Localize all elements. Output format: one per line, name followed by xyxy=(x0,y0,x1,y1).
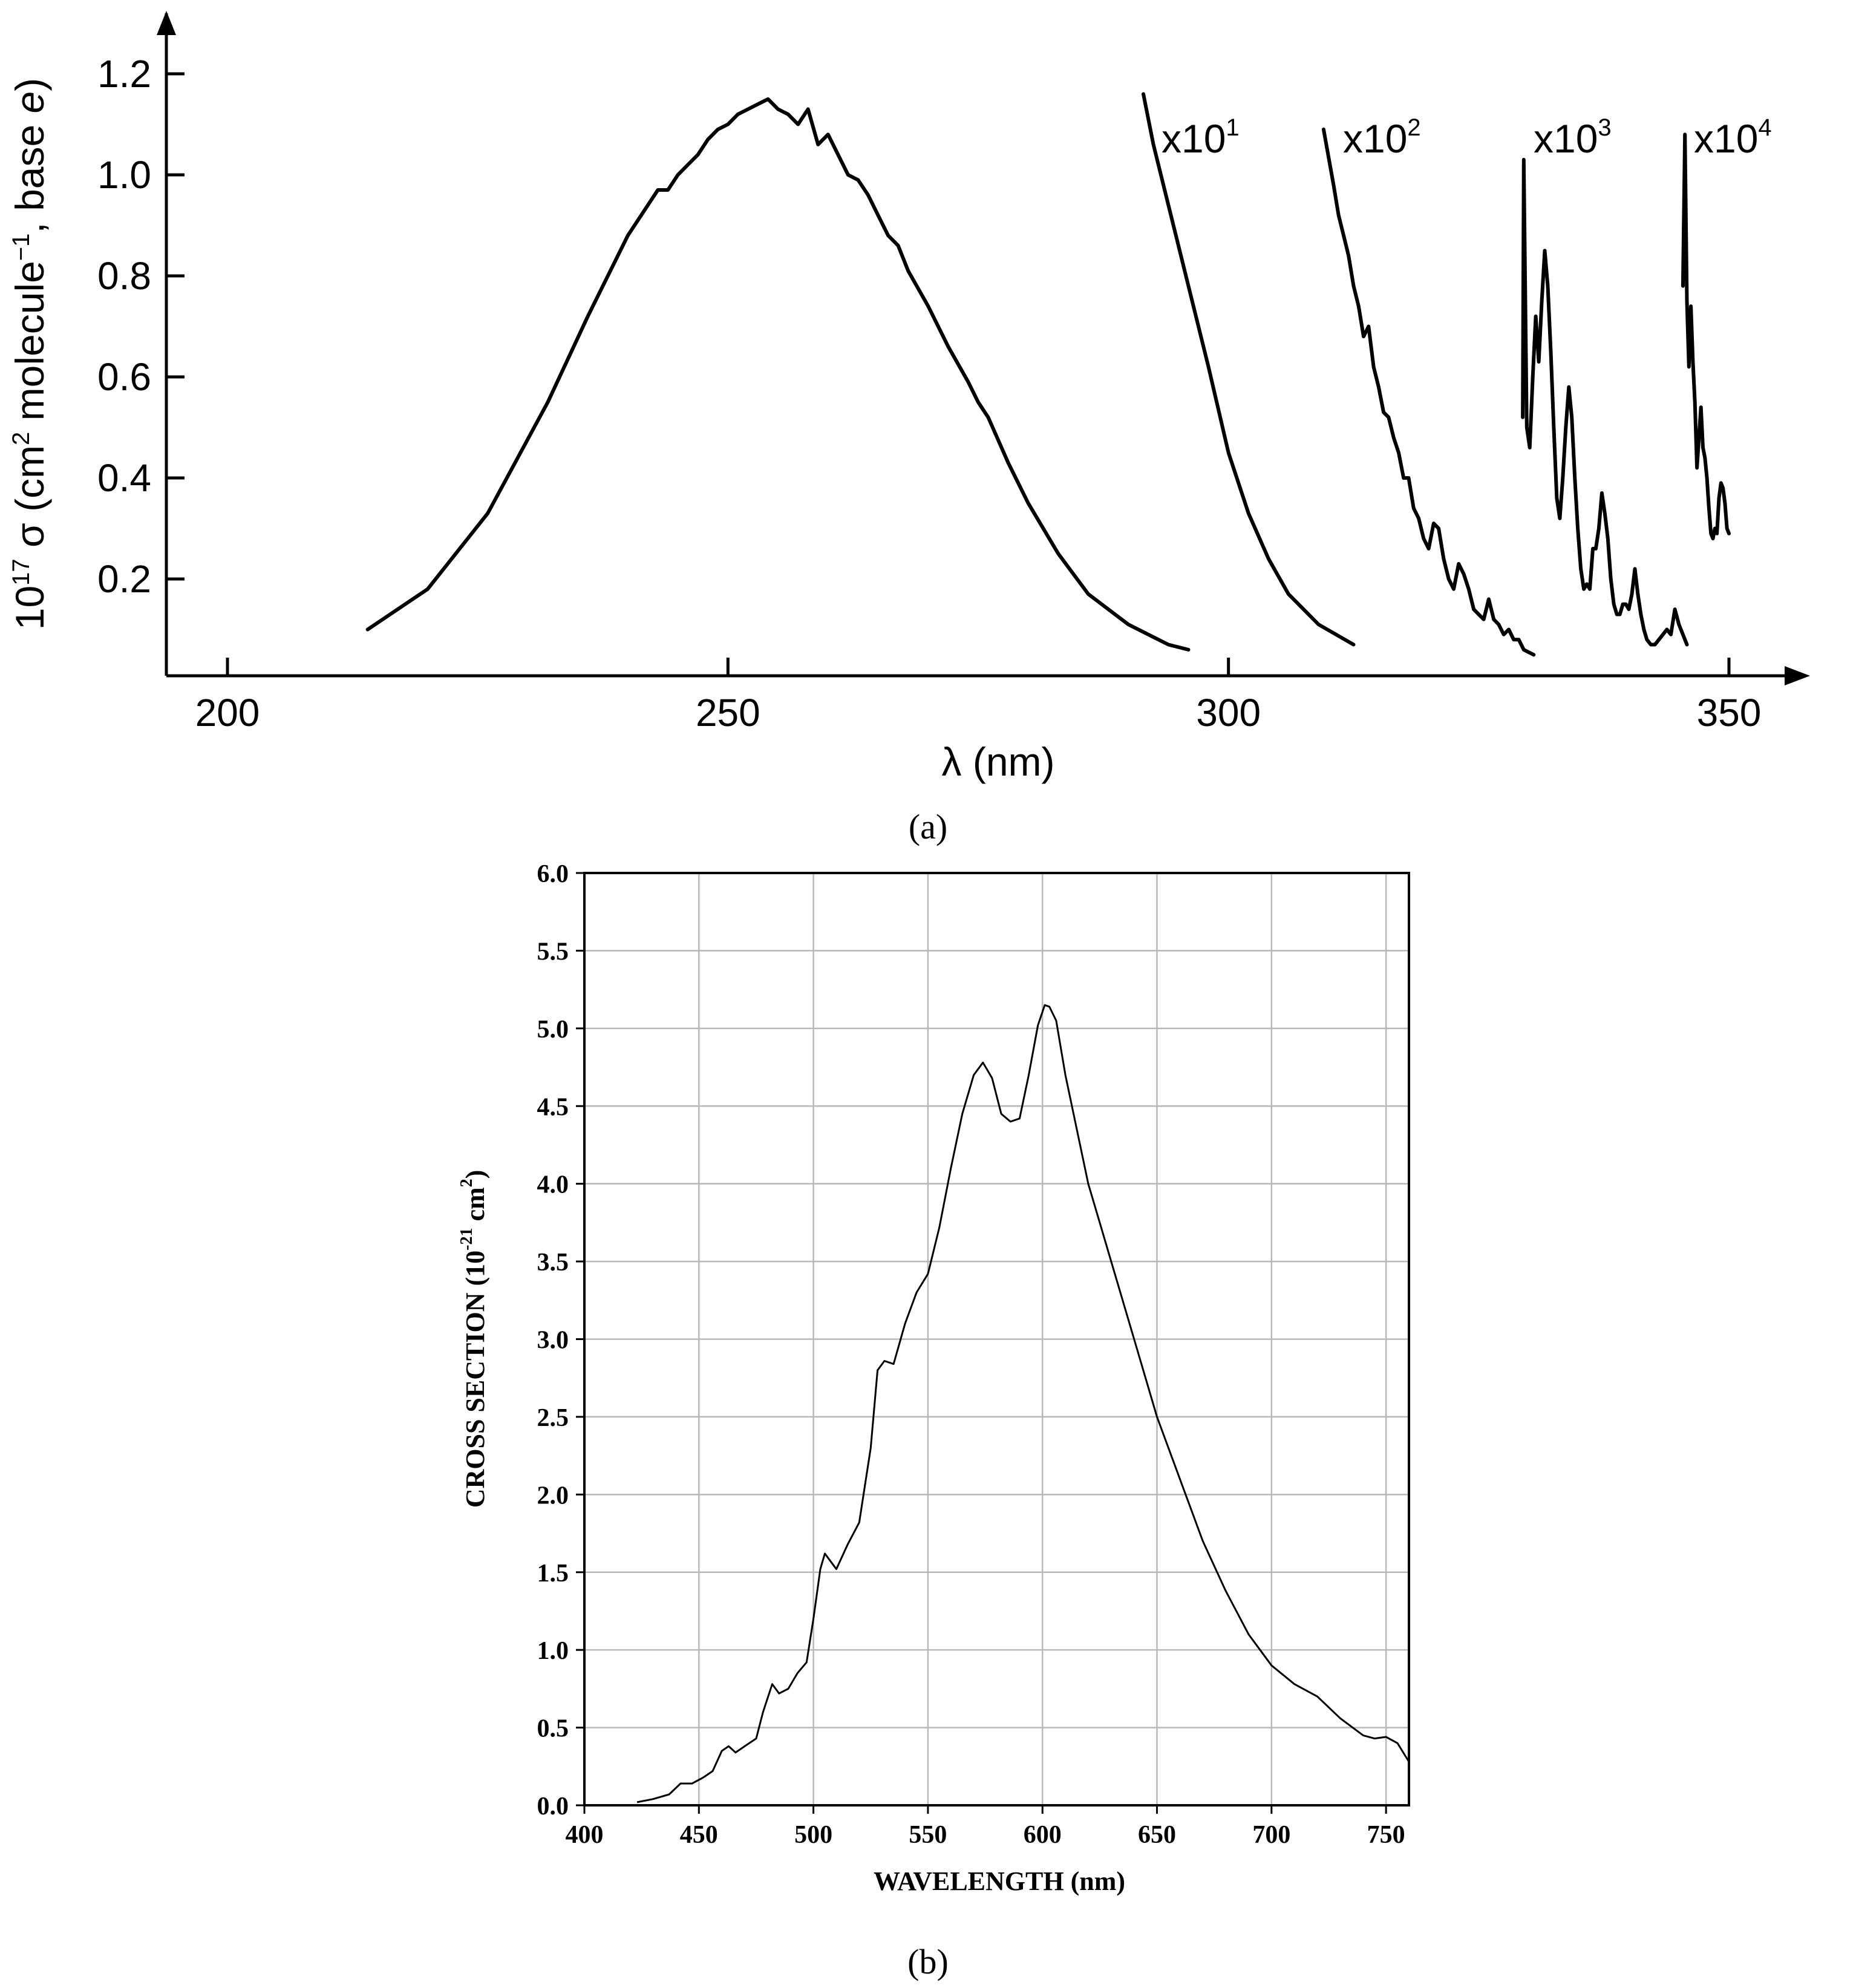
chart-a-x-tick-label: 350 xyxy=(1697,691,1762,734)
chart-b-y-label: CROSS SECTION (10-21 cm2) xyxy=(457,1170,490,1508)
chart-a-multiplier-label-x10000: x104 xyxy=(1694,114,1772,161)
chart-b-y-tick-label: 3.5 xyxy=(537,1249,569,1277)
chart-b-panel-label: (b) xyxy=(907,1942,949,1981)
chart-b-y-tick-label: 1.0 xyxy=(537,1637,569,1665)
chart-a-y-tick-label: 0.8 xyxy=(97,254,151,298)
chart-b-y-tick-label: 2.0 xyxy=(537,1482,569,1509)
chart-b-x-tick-label: 700 xyxy=(1252,1821,1290,1849)
chart-b-x-tick-label: 400 xyxy=(566,1821,604,1849)
chart-a-x-tick-label: 200 xyxy=(195,691,260,734)
chart-b-y-tick-label: 6.0 xyxy=(537,860,569,888)
chart-a-panel-label: (a) xyxy=(909,807,947,846)
chart-a-series-x10 xyxy=(1142,92,1356,647)
chart-b-y-tick-label: 5.0 xyxy=(537,1016,569,1044)
chart-b-x-label: WAVELENGTH (nm) xyxy=(874,1866,1125,1896)
chart-a-series-main xyxy=(365,97,1191,652)
chart-a-series-x1000 xyxy=(1521,157,1689,647)
chart-a-series xyxy=(365,92,1731,657)
chart-a-y-axis-arrow xyxy=(157,11,176,35)
chart-b: 400 450 500 550 600 650 700 750 0.0 0.5 1.0 1.5 2.0… xyxy=(457,860,1410,1981)
chart-b-y-tick-label: 5.5 xyxy=(537,938,569,966)
chart-b-x-tick-label: 550 xyxy=(909,1821,947,1849)
chart-a-x-tick-label: 300 xyxy=(1196,691,1261,734)
chart-a-x-axis-arrow xyxy=(1785,666,1810,685)
chart-b-series-line xyxy=(636,1004,1410,1803)
chart-b-x-tick-label: 600 xyxy=(1024,1821,1062,1849)
chart-b-y-tick-label: 0.0 xyxy=(537,1793,569,1820)
chart-a: 200 250 300 350 0.2 0.4 0.6 0.8 1.0 1.2 x101 x102… xyxy=(7,11,1810,846)
chart-b-y-tick-label: 4.0 xyxy=(537,1171,569,1199)
chart-a-y-label: 1017 σ (cm2 molecule−1, base e) xyxy=(7,78,52,630)
chart-a-y-tick-label: 0.2 xyxy=(97,557,151,601)
chart-a-series-x100 xyxy=(1321,127,1536,657)
chart-b-y-tick-label: 1.5 xyxy=(537,1560,569,1587)
chart-a-y-tick-label: 1.2 xyxy=(97,52,151,96)
chart-b-y-tick-label: 4.5 xyxy=(537,1093,569,1121)
chart-b-x-tick-label: 500 xyxy=(794,1821,832,1849)
chart-a-x-label: λ (nm) xyxy=(942,739,1055,784)
chart-b-y-ticks: 0.0 0.5 1.0 1.5 2.0 2.5 3.0 3.5 4.0 4.5 5.0 5.5 6.0 xyxy=(537,860,584,1820)
chart-a-x-ticks: 200 250 300 350 xyxy=(195,658,1762,734)
chart-b-series xyxy=(636,1004,1410,1803)
chart-a-y-tick-label: 1.0 xyxy=(97,153,151,197)
chart-a-series-x10000 xyxy=(1681,132,1731,541)
chart-a-y-ticks: 0.2 0.4 0.6 0.8 1.0 1.2 xyxy=(97,52,185,601)
chart-a-x-tick-label: 250 xyxy=(696,691,760,734)
chart-a-multiplier-label-x100: x102 xyxy=(1343,114,1421,161)
chart-b-x-tick-label: 450 xyxy=(680,1821,718,1849)
chart-a-multiplier-labels: x101 x102 x103 x104 xyxy=(1162,114,1772,161)
chart-a-multiplier-label-x1000: x103 xyxy=(1534,114,1612,161)
chart-b-x-ticks: 400 450 500 550 600 650 700 750 xyxy=(566,1805,1405,1849)
chart-b-x-tick-label: 650 xyxy=(1138,1821,1176,1849)
chart-b-y-tick-label: 3.0 xyxy=(537,1327,569,1355)
chart-b-y-tick-label: 0.5 xyxy=(537,1715,569,1743)
chart-b-x-tick-label: 750 xyxy=(1367,1821,1405,1849)
chart-a-multiplier-label-x10: x101 xyxy=(1162,114,1240,161)
chart-b-y-tick-label: 2.5 xyxy=(537,1404,569,1432)
chart-a-y-tick-label: 0.6 xyxy=(97,355,151,399)
chart-b-grid xyxy=(584,873,1409,1805)
chart-a-y-tick-label: 0.4 xyxy=(97,456,151,500)
